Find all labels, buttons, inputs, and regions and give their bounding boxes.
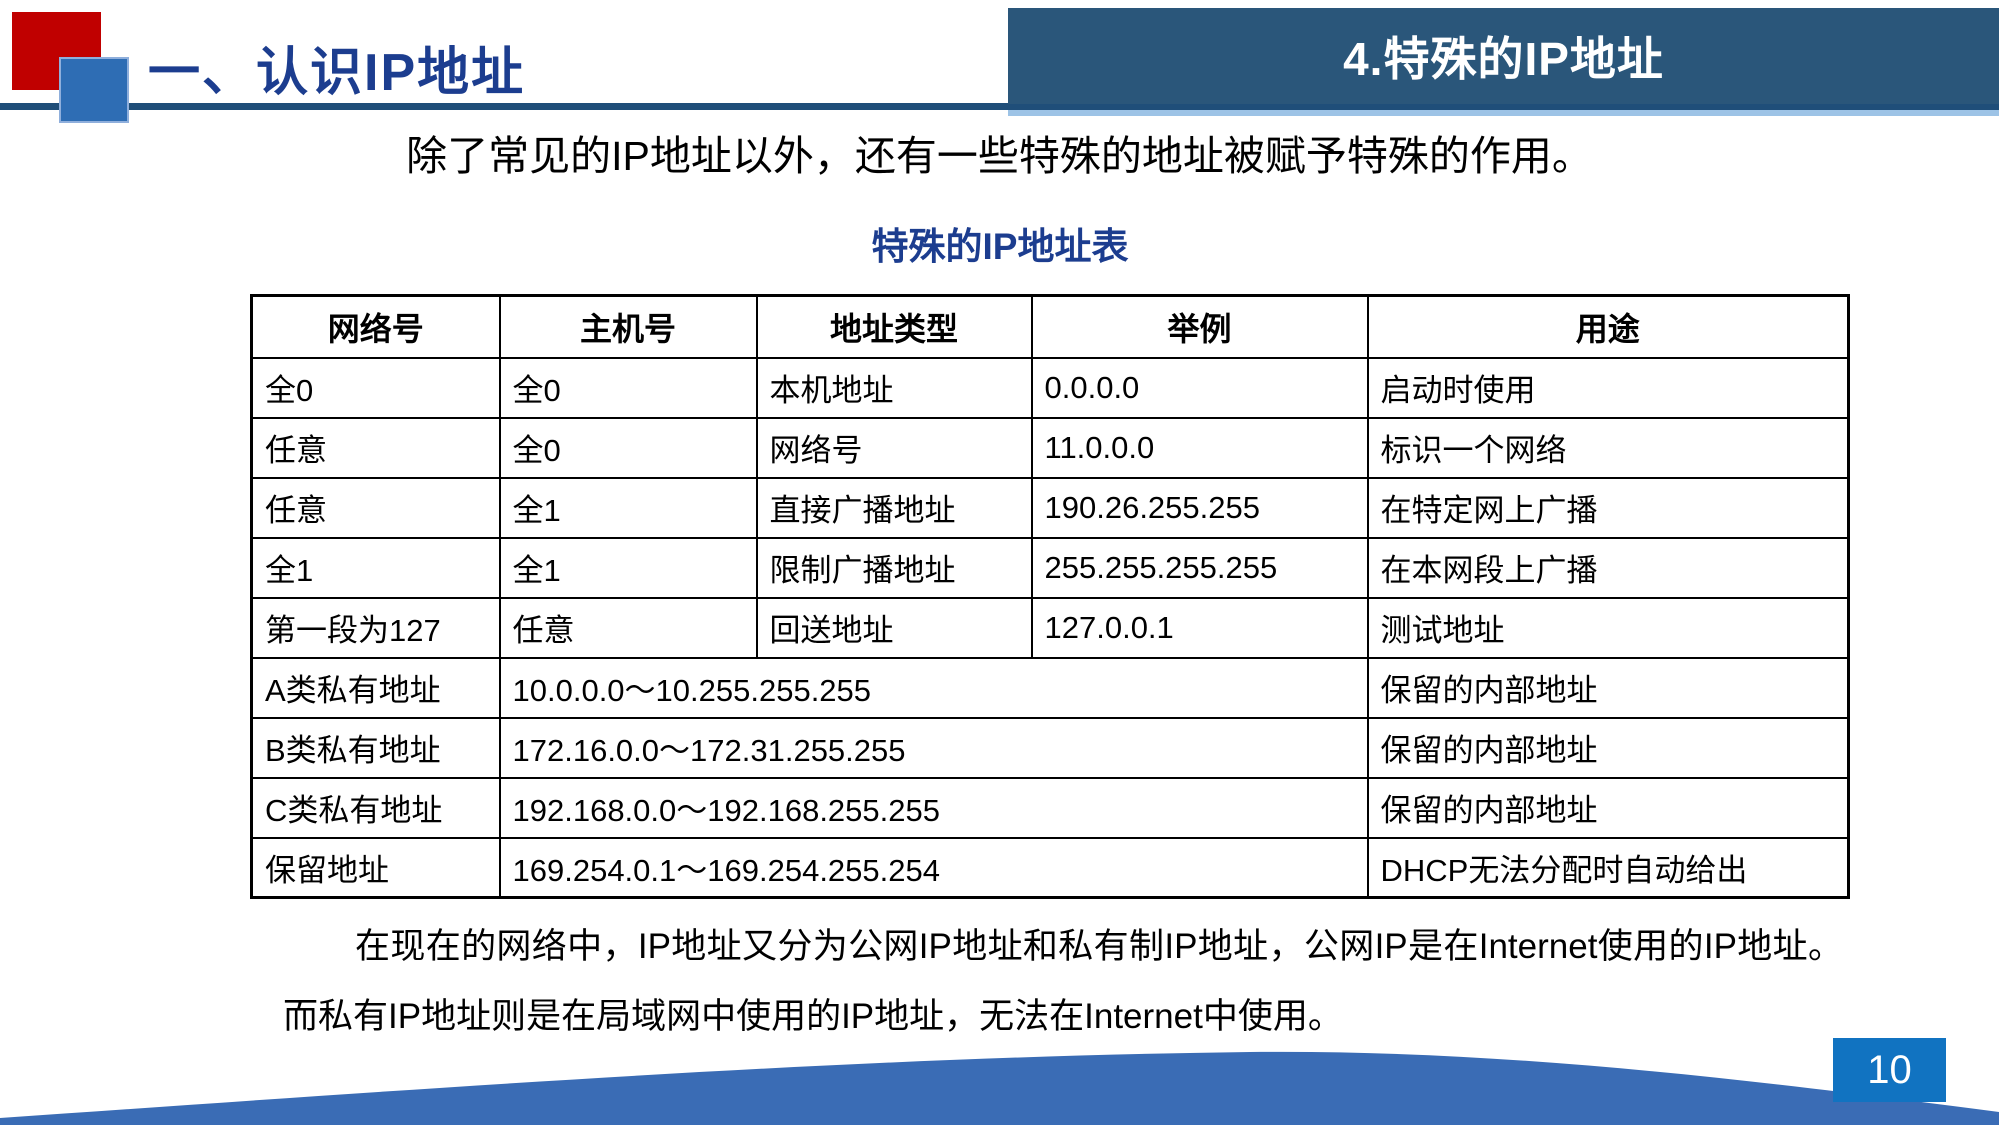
table-row: B类私有地址 172.16.0.0～172.31.255.255 保留的内部地址 <box>250 716 1850 779</box>
table-cell: B类私有地址 <box>250 716 501 779</box>
table-row: C类私有地址 192.168.0.0～192.168.255.255 保留的内部地址 <box>250 776 1850 839</box>
table-cell: 测试地址 <box>1366 596 1850 659</box>
table-cell: 任意 <box>250 476 501 539</box>
table-cell: 直接广播地址 <box>755 476 1033 539</box>
table-cell: 第一段为127 <box>250 596 501 659</box>
section-banner: 4.特殊的IP地址 <box>1008 8 1999 104</box>
table-cell: 网络号 <box>755 416 1033 479</box>
column-header: 网络号 <box>250 294 501 359</box>
header-rule <box>0 103 1999 110</box>
column-header: 主机号 <box>498 294 758 359</box>
table-row: 任意 全0 网络号 11.0.0.0 标识一个网络 <box>250 416 1850 479</box>
table-cell: 在本网段上广播 <box>1366 536 1850 599</box>
body-paragraph: 在现在的网络中，IP地址又分为公网IP地址和私有制IP地址，公网IP是在Inte… <box>283 927 1843 1036</box>
table-cell: 全1 <box>250 536 501 599</box>
table-row: 保留地址 169.254.0.1～169.254.255.254 DHCP无法分配时… <box>250 836 1850 899</box>
page-number: 10 <box>1867 1047 1912 1092</box>
table-cell: 保留的内部地址 <box>1366 656 1850 719</box>
table-cell: 全1 <box>498 536 758 599</box>
table-cell: DHCP无法分配时自动给出 <box>1366 836 1850 899</box>
table-cell: C类私有地址 <box>250 776 501 839</box>
banner-underline <box>1008 110 1999 116</box>
column-header: 地址类型 <box>755 294 1033 359</box>
table-row: A类私有地址 10.0.0.0～10.255.255.255 保留的内部地址 <box>250 656 1850 719</box>
page-number-badge: 10 <box>1833 1038 1946 1102</box>
table-cell: 任意 <box>498 596 758 659</box>
table-cell: 全0 <box>498 356 758 419</box>
footer-wave-path <box>0 1051 1999 1125</box>
table-row: 全1 全1 限制广播地址 255.255.255.255 在本网段上广播 <box>250 536 1850 599</box>
table-cell: 保留地址 <box>250 836 501 899</box>
table-row: 全0 全0 本机地址 0.0.0.0 启动时使用 <box>250 356 1850 419</box>
footer-wave <box>0 1051 1999 1125</box>
banner-title: 4.特殊的IP地址 <box>1343 33 1664 85</box>
table-cell: 0.0.0.0 <box>1030 356 1369 419</box>
table-cell: 保留的内部地址 <box>1366 776 1850 839</box>
column-header: 举例 <box>1030 294 1369 359</box>
table-cell-merged: 10.0.0.0～10.255.255.255 <box>498 656 1369 719</box>
section-title: 一、认识IP地址 <box>148 44 526 102</box>
table-cell: 任意 <box>250 416 501 479</box>
table-cell: 255.255.255.255 <box>1030 536 1369 599</box>
table-cell: A类私有地址 <box>250 656 501 719</box>
table-row: 任意 全1 直接广播地址 190.26.255.255 在特定网上广播 <box>250 476 1850 539</box>
table-cell: 限制广播地址 <box>755 536 1033 599</box>
table-cell: 190.26.255.255 <box>1030 476 1369 539</box>
table-cell-merged: 172.16.0.0～172.31.255.255 <box>498 716 1369 779</box>
table-cell: 保留的内部地址 <box>1366 716 1850 779</box>
table-cell: 本机地址 <box>755 356 1033 419</box>
table-cell: 标识一个网络 <box>1366 416 1850 479</box>
special-ip-table: 网络号 主机号 地址类型 举例 用途 全0 全0 本机地址 0.0.0.0 启动时使用 任意 全0 网… <box>250 294 1850 899</box>
table-cell: 11.0.0.0 <box>1030 416 1369 479</box>
table-header-row: 网络号 主机号 地址类型 举例 用途 <box>250 294 1850 359</box>
table-row: 第一段为127 任意 回送地址 127.0.0.1 测试地址 <box>250 596 1850 659</box>
table-cell: 全0 <box>498 416 758 479</box>
table-cell: 启动时使用 <box>1366 356 1850 419</box>
table-cell: 在特定网上广播 <box>1366 476 1850 539</box>
table-cell: 全1 <box>498 476 758 539</box>
table-cell: 全0 <box>250 356 501 419</box>
table-cell: 127.0.0.1 <box>1030 596 1369 659</box>
blue-square-decoration <box>59 57 129 123</box>
table-body: 全0 全0 本机地址 0.0.0.0 启动时使用 任意 全0 网络号 11.0.0.0 标识一个网… <box>250 356 1850 899</box>
table-title: 特殊的IP地址表 <box>871 226 1129 267</box>
table-cell-merged: 192.168.0.0～192.168.255.255 <box>498 776 1369 839</box>
intro-text: 除了常见的IP地址以外，还有一些特殊的地址被赋予特殊的作用。 <box>406 133 1593 179</box>
table-header: 网络号 主机号 地址类型 举例 用途 <box>250 294 1850 359</box>
column-header: 用途 <box>1366 294 1850 359</box>
table-cell-merged: 169.254.0.1～169.254.255.254 <box>498 836 1369 899</box>
table-cell: 回送地址 <box>755 596 1033 659</box>
